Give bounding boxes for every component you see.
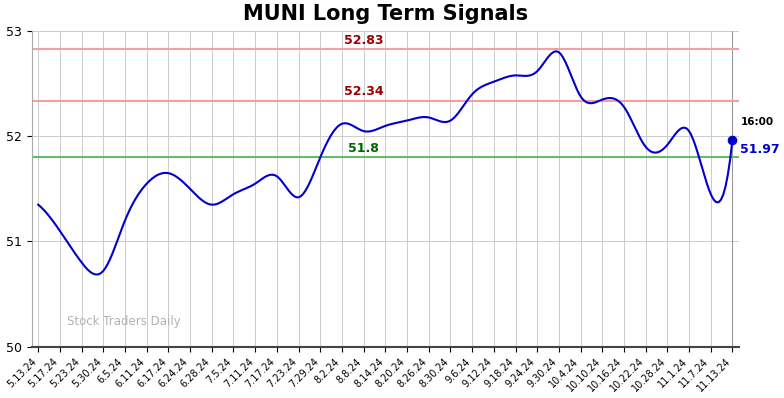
Text: 16:00: 16:00 [740, 117, 774, 127]
Text: 52.34: 52.34 [344, 85, 383, 98]
Title: MUNI Long Term Signals: MUNI Long Term Signals [243, 4, 528, 24]
Point [726, 137, 739, 143]
Text: Stock Traders Daily: Stock Traders Daily [67, 315, 181, 328]
Text: 52.83: 52.83 [344, 33, 383, 47]
Text: 51.8: 51.8 [348, 142, 379, 155]
Text: 51.97: 51.97 [740, 142, 780, 156]
